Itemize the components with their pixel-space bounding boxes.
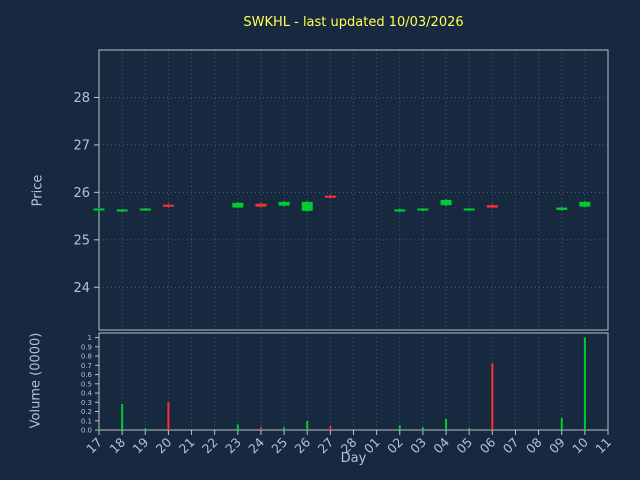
- svg-text:08: 08: [523, 434, 545, 456]
- x-axis-label: Day: [340, 451, 367, 466]
- svg-text:22: 22: [199, 435, 221, 457]
- svg-text:0.0: 0.0: [81, 427, 92, 435]
- svg-text:1: 1: [88, 334, 92, 342]
- svg-text:23: 23: [222, 435, 244, 457]
- svg-text:0.7: 0.7: [81, 362, 92, 370]
- svg-text:06: 06: [477, 434, 499, 456]
- svg-text:04: 04: [430, 434, 452, 456]
- svg-text:0.4: 0.4: [81, 390, 93, 398]
- svg-text:10: 10: [569, 434, 591, 456]
- svg-text:24: 24: [73, 281, 90, 296]
- svg-text:0.9: 0.9: [81, 343, 92, 351]
- svg-text:17: 17: [83, 435, 105, 457]
- svg-text:02: 02: [384, 435, 406, 457]
- svg-text:26: 26: [73, 186, 90, 201]
- svg-text:0.6: 0.6: [81, 371, 93, 379]
- svg-text:01: 01: [361, 435, 383, 457]
- svg-text:09: 09: [546, 434, 568, 456]
- svg-text:05: 05: [453, 435, 475, 457]
- svg-text:11: 11: [592, 435, 614, 457]
- svg-text:26: 26: [291, 434, 313, 456]
- svg-text:20: 20: [153, 434, 175, 456]
- svg-text:0.3: 0.3: [81, 399, 92, 407]
- svg-text:0.8: 0.8: [81, 353, 92, 361]
- svg-text:25: 25: [268, 435, 290, 457]
- svg-text:0.2: 0.2: [81, 408, 92, 416]
- svg-text:0.1: 0.1: [81, 417, 92, 425]
- svg-text:18: 18: [106, 434, 128, 456]
- chart-title: SWKHL - last updated 10/03/2026: [243, 15, 464, 30]
- svg-text:24: 24: [245, 434, 267, 456]
- svg-text:0.5: 0.5: [81, 380, 92, 388]
- svg-text:03: 03: [407, 435, 429, 457]
- svg-text:19: 19: [130, 434, 152, 456]
- svg-text:27: 27: [73, 138, 90, 153]
- svg-text:21: 21: [176, 435, 198, 457]
- svg-text:25: 25: [73, 233, 90, 248]
- svg-text:07: 07: [500, 435, 522, 457]
- svg-text:27: 27: [315, 435, 337, 457]
- svg-text:28: 28: [338, 434, 360, 456]
- svg-text:28: 28: [73, 91, 90, 106]
